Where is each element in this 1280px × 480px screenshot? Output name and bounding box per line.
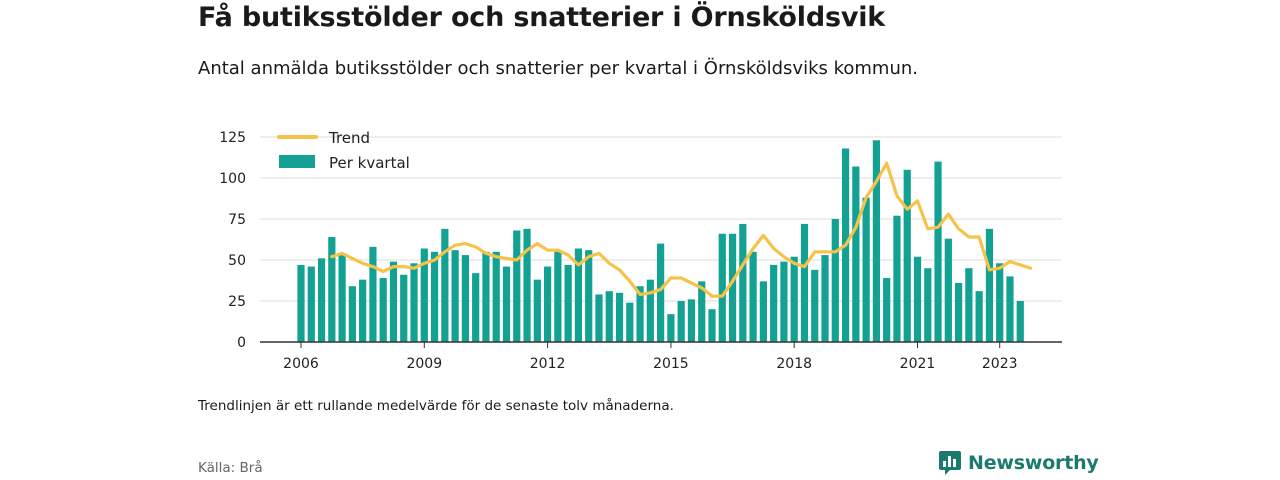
bar bbox=[718, 233, 726, 342]
bar bbox=[461, 255, 469, 342]
x-tick-label: 2018 bbox=[776, 356, 812, 372]
x-tick-label: 2006 bbox=[283, 356, 319, 372]
bar bbox=[328, 237, 336, 342]
bar bbox=[307, 266, 315, 342]
bar bbox=[667, 314, 675, 342]
bar bbox=[934, 161, 942, 342]
bar bbox=[400, 274, 408, 342]
bar bbox=[502, 266, 511, 342]
legend-trend-label: Trend bbox=[328, 129, 370, 147]
legend: Trend Per kvartal bbox=[277, 129, 410, 172]
y-tick-label: 0 bbox=[237, 335, 246, 351]
bar bbox=[749, 251, 757, 342]
bar bbox=[420, 248, 428, 342]
bar bbox=[513, 230, 521, 342]
bar bbox=[944, 238, 952, 342]
bar bbox=[811, 269, 819, 342]
bar bbox=[359, 279, 367, 342]
bar bbox=[441, 228, 449, 342]
bar bbox=[831, 219, 839, 342]
bar bbox=[821, 255, 829, 342]
bar-chart-icon bbox=[939, 451, 961, 475]
x-tick-label: 2009 bbox=[406, 356, 442, 372]
axes: 0 25 50 75 100 125 2006 2009 2012 2015 2018 2021 202… bbox=[219, 130, 1062, 372]
bar bbox=[985, 228, 994, 342]
bar bbox=[338, 255, 346, 342]
bar bbox=[297, 264, 305, 342]
bar bbox=[605, 291, 613, 342]
bar bbox=[544, 266, 552, 342]
x-tick-label: 2023 bbox=[982, 356, 1018, 372]
bar bbox=[626, 302, 634, 342]
brand-name: Newsworthy bbox=[968, 452, 1099, 474]
footnote: Trendlinjen är ett rullande medelvärde f… bbox=[198, 398, 674, 414]
y-tick-label: 75 bbox=[228, 212, 246, 228]
bar bbox=[800, 223, 809, 342]
bar bbox=[574, 248, 583, 342]
bar bbox=[759, 281, 767, 342]
x-tick-label: 2015 bbox=[653, 356, 689, 372]
bar bbox=[533, 279, 541, 342]
bar bbox=[913, 256, 922, 342]
bar bbox=[615, 292, 624, 342]
bar bbox=[472, 273, 480, 342]
bar bbox=[585, 250, 593, 342]
bar bbox=[554, 251, 562, 342]
page-title: Få butiksstölder och snatterier i Örnskö… bbox=[198, 2, 886, 33]
y-tick-label: 50 bbox=[228, 253, 246, 269]
bar bbox=[410, 263, 418, 342]
bar bbox=[893, 215, 901, 342]
y-tick-label: 100 bbox=[219, 171, 246, 187]
bar bbox=[492, 251, 500, 342]
bar bbox=[862, 197, 870, 342]
x-tick-label: 2012 bbox=[530, 356, 566, 372]
bar bbox=[317, 258, 326, 342]
x-tick-label: 2021 bbox=[900, 356, 936, 372]
bar bbox=[687, 299, 696, 342]
bar bbox=[790, 256, 798, 342]
bar bbox=[739, 223, 747, 342]
bar bbox=[379, 278, 387, 342]
legend-bar-label: Per kvartal bbox=[329, 154, 410, 172]
bar bbox=[1016, 301, 1024, 342]
trend-line-layer bbox=[330, 161, 1033, 298]
bar bbox=[523, 228, 531, 342]
bar bbox=[852, 166, 860, 342]
bar bbox=[595, 294, 603, 342]
y-tick-label: 25 bbox=[228, 294, 246, 310]
bar bbox=[646, 279, 654, 342]
bar bbox=[924, 268, 932, 342]
bar bbox=[657, 243, 665, 342]
bar bbox=[636, 286, 644, 342]
bar bbox=[708, 309, 716, 342]
bar bbox=[698, 281, 706, 342]
bar bbox=[770, 264, 778, 342]
bars bbox=[297, 140, 1024, 342]
bar bbox=[955, 282, 963, 342]
bar bbox=[348, 286, 356, 342]
bar bbox=[780, 261, 788, 342]
bar bbox=[451, 250, 459, 342]
bar bbox=[728, 233, 737, 342]
bar bbox=[1006, 276, 1014, 342]
bar bbox=[677, 301, 685, 342]
bar bbox=[975, 291, 983, 342]
bar bbox=[389, 261, 398, 342]
bar bbox=[903, 169, 911, 342]
chart-subtitle: Antal anmälda butiksstölder och snatteri… bbox=[198, 58, 918, 79]
y-tick-label: 125 bbox=[219, 130, 246, 146]
bar bbox=[965, 268, 973, 342]
bar bbox=[564, 264, 572, 342]
newsworthy-logo: Newsworthy bbox=[938, 450, 1099, 476]
bar bbox=[369, 246, 377, 342]
bar bbox=[883, 278, 891, 342]
bar bbox=[872, 140, 880, 342]
trend-line bbox=[330, 161, 1033, 298]
bar bbox=[430, 251, 439, 342]
bar bbox=[482, 251, 490, 342]
legend-bar-swatch bbox=[279, 155, 315, 168]
bar bbox=[996, 263, 1004, 342]
source-label: Källa: Brå bbox=[198, 460, 263, 476]
